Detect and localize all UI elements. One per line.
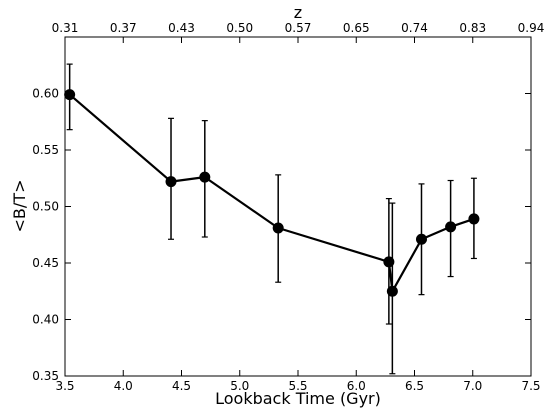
y-tick-label: 0.60: [32, 87, 59, 101]
data-point: [199, 171, 211, 183]
top-x-tick-label: 0.57: [285, 21, 312, 35]
y-tick-label: 0.45: [32, 256, 59, 270]
y-axis-label: <B/T>: [10, 180, 29, 233]
x-tick-label: 5.0: [230, 379, 249, 393]
x-axis-label: Lookback Time (Gyr): [215, 389, 381, 408]
x-tick-label: 7.5: [521, 379, 540, 393]
y-tick-label: 0.35: [32, 369, 59, 383]
data-point: [272, 222, 284, 234]
top-x-tick-label: 0.74: [401, 21, 428, 35]
data-point: [468, 213, 480, 225]
top-x-tick-label: 0.43: [168, 21, 195, 35]
top-x-tick-label: 0.50: [226, 21, 253, 35]
top-x-tick-label: 0.37: [110, 21, 137, 35]
x-tick-label: 6.5: [405, 379, 424, 393]
top-x-axis-label: z: [294, 3, 302, 22]
data-point: [383, 256, 395, 268]
x-tick-label: 7.0: [463, 379, 482, 393]
data-point: [64, 89, 76, 101]
x-tick-label: 4.5: [172, 379, 191, 393]
x-tick-label: 3.5: [55, 379, 74, 393]
top-x-tick-label: 0.83: [459, 21, 486, 35]
bottom-x-axis-ticks: 3.5 4.0 4.5 5.0 5.5 6.0 6.5 7.0 7.5: [55, 370, 541, 393]
data-point: [386, 285, 398, 297]
y-axis-ticks: 0.35 0.40 0.45 0.50 0.55 0.60: [32, 87, 531, 383]
top-x-tick-label: 0.65: [343, 21, 370, 35]
x-tick-label: 5.5: [288, 379, 307, 393]
data-point: [415, 233, 427, 245]
y-tick-label: 0.55: [32, 143, 59, 157]
top-x-tick-label: 0.31: [52, 21, 79, 35]
x-tick-label: 4.0: [114, 379, 133, 393]
y-tick-label: 0.50: [32, 200, 59, 214]
data-point: [445, 221, 457, 233]
top-x-tick-label: 0.94: [518, 21, 545, 35]
x-tick-label: 6.0: [347, 379, 366, 393]
data-point: [165, 176, 177, 188]
plot-marks: [64, 63, 480, 375]
top-x-axis-ticks: 0.31 0.37 0.43 0.50 0.57 0.65 0.74 0.83 0.94: [52, 21, 545, 43]
y-tick-label: 0.40: [32, 313, 59, 327]
